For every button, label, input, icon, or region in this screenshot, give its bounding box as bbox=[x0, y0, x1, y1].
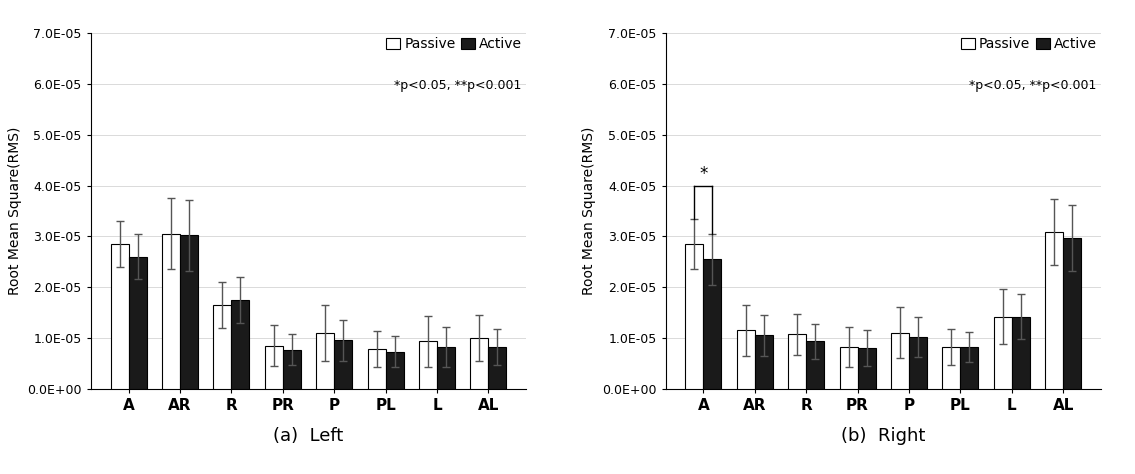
Legend: Passive, Active: Passive, Active bbox=[961, 37, 1096, 51]
Bar bbox=[755, 336, 773, 389]
Bar bbox=[858, 348, 875, 389]
Bar bbox=[470, 338, 488, 389]
Text: *p<0.05, **p<0.001: *p<0.05, **p<0.001 bbox=[969, 79, 1096, 92]
Bar bbox=[994, 317, 1011, 389]
Bar bbox=[264, 346, 283, 389]
Bar bbox=[283, 349, 301, 389]
Bar bbox=[1045, 232, 1063, 389]
Bar bbox=[180, 235, 197, 389]
Bar bbox=[788, 334, 806, 389]
Bar bbox=[806, 341, 824, 389]
Bar bbox=[909, 337, 927, 389]
Bar bbox=[840, 347, 858, 389]
X-axis label: (b)  Right: (b) Right bbox=[841, 427, 925, 445]
Bar bbox=[737, 330, 755, 389]
Text: *: * bbox=[699, 165, 707, 183]
Bar bbox=[368, 349, 386, 389]
Y-axis label: Root Mean Square(RMS): Root Mean Square(RMS) bbox=[582, 127, 597, 295]
Bar bbox=[419, 341, 437, 389]
Bar bbox=[488, 347, 506, 389]
Bar bbox=[317, 333, 334, 389]
Bar bbox=[128, 256, 146, 389]
Text: *p<0.05, **p<0.001: *p<0.05, **p<0.001 bbox=[395, 79, 522, 92]
Bar bbox=[162, 234, 180, 389]
Bar bbox=[1063, 238, 1082, 389]
Bar bbox=[334, 340, 352, 389]
Bar bbox=[386, 352, 404, 389]
Bar bbox=[110, 244, 128, 389]
Bar bbox=[437, 347, 455, 389]
Legend: Passive, Active: Passive, Active bbox=[386, 37, 522, 51]
Bar bbox=[232, 300, 250, 389]
Bar bbox=[942, 347, 960, 389]
Y-axis label: Root Mean Square(RMS): Root Mean Square(RMS) bbox=[8, 127, 22, 295]
Bar bbox=[704, 259, 722, 389]
Bar bbox=[1011, 317, 1029, 389]
Bar bbox=[960, 347, 978, 389]
Bar bbox=[686, 244, 704, 389]
X-axis label: (a)  Left: (a) Left bbox=[274, 427, 344, 445]
Bar bbox=[891, 333, 909, 389]
Bar bbox=[213, 305, 232, 389]
